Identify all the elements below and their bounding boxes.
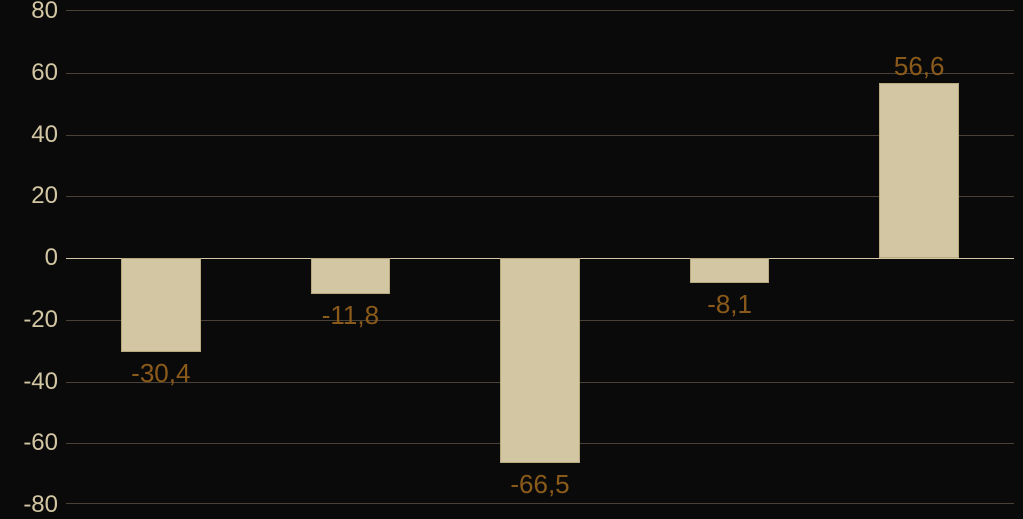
y-tick-label: 40 — [31, 121, 58, 149]
bar — [121, 258, 201, 352]
bar-value-label: -8,1 — [707, 289, 752, 320]
y-tick-label: 20 — [31, 182, 58, 210]
y-tick-label: 60 — [31, 59, 58, 87]
bar-value-label: -30,4 — [131, 358, 190, 389]
y-tick-label: -20 — [23, 306, 58, 334]
y-tick-label: 0 — [45, 244, 58, 272]
plot-area: -80-60-40-20020406080-30,4-11,8-66,5-8,1… — [66, 10, 1014, 504]
bar-value-label: 56,6 — [894, 51, 945, 82]
bar-value-label: -11,8 — [322, 300, 379, 331]
y-tick-label: 80 — [31, 0, 58, 25]
y-tick-label: -80 — [23, 491, 58, 519]
bar — [879, 83, 959, 258]
bar — [690, 258, 770, 283]
gridline — [66, 135, 1014, 136]
bar-chart: -80 -60 -40 -20 0 20 40 60 80 -30,4 -11,8 -66,5 -8,1… — [0, 0, 1023, 519]
y-tick-label: -40 — [23, 368, 58, 396]
bar — [500, 258, 580, 463]
y-tick-label: -60 — [23, 429, 58, 457]
bar — [311, 258, 391, 294]
gridline — [66, 196, 1014, 197]
bar-value-label: -66,5 — [510, 469, 569, 500]
gridline — [66, 73, 1014, 74]
